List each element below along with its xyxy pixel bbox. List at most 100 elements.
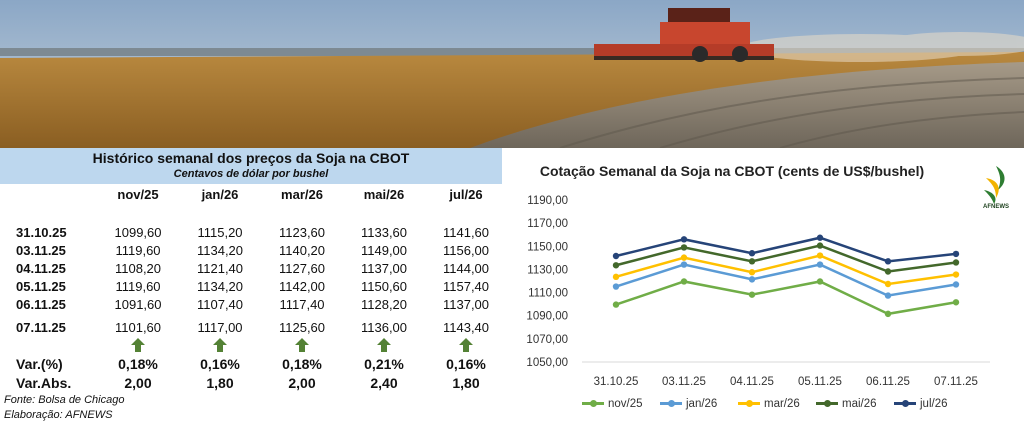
credit-note: Elaboração: AFNEWS [4,409,113,421]
series-line [615,280,957,316]
series-line [615,244,957,273]
col-header: nov/25 [117,187,159,202]
price-cell: 1142,00 [278,279,326,294]
price-cell: 1115,20 [197,225,243,240]
y-tick-label: 1090,00 [526,311,568,323]
data-point [884,280,892,288]
legend-label: jan/26 [686,398,718,410]
data-point [884,268,892,275]
x-tick-label: 07.11.25 [934,376,978,388]
data-point [884,310,892,318]
price-cell: 1128,20 [360,297,408,312]
chart-title: Cotação Semanal da Soja na CBOT (cents d… [539,163,925,179]
price-cell: 1121,40 [196,261,244,276]
legend-item: nov/25 [582,398,643,410]
var-pct-cell: 0,18% [118,356,158,372]
row-date: 05.11.25 [16,279,66,294]
series-line [615,254,957,286]
legend-label: nov/25 [608,398,643,410]
legend-item: mai/26 [816,398,877,410]
price-cell: 1133,60 [360,225,408,240]
price-cell: 1136,00 [360,320,408,335]
y-tick-label: 1110,00 [528,288,568,300]
price-cell: 1157,40 [442,279,490,294]
series-line [615,236,957,263]
y-tick-label: 1150,00 [527,241,568,253]
legend-swatch-icon [660,400,682,408]
price-table: Histórico semanal dos preços da Soja na … [0,148,502,441]
hero-photo [0,0,1024,148]
col-header: mar/26 [281,187,323,202]
series-line [615,263,957,297]
data-point [680,254,688,261]
var-abs-cell: 1,80 [452,375,480,391]
data-point [612,301,620,308]
price-cell: 1144,00 [442,261,490,276]
data-point [884,258,892,265]
price-cell: 1108,20 [114,261,162,276]
x-tick-label: 03.11.25 [662,376,706,388]
row-date: 07.11.25 [16,320,66,335]
table-title: Histórico semanal dos preços da Soja na … [92,150,410,166]
price-cell: 1134,20 [196,243,244,258]
data-point [816,252,824,259]
legend-label: jul/26 [920,398,948,410]
price-cell: 1134,20 [196,279,244,294]
data-point [952,250,960,258]
price-cell: 1140,20 [278,243,326,258]
data-point [612,252,620,260]
price-cell: 1119,60 [115,243,161,258]
data-point [748,276,756,283]
data-point [816,242,824,249]
var-pct-cell: 0,16% [446,356,486,372]
data-point [952,271,960,278]
price-cell: 1125,60 [278,320,326,335]
y-tick-label: 1070,00 [526,334,568,346]
x-tick-label: 06.11.25 [866,376,910,388]
data-point [612,262,620,269]
var-abs-cell: 2,40 [370,375,398,391]
var-abs-cell: 2,00 [288,375,316,391]
data-point [884,292,892,299]
price-cell: 1137,00 [360,261,408,276]
data-point [748,258,756,265]
price-cell: 1091,60 [114,297,162,312]
var-pct-cell: 0,16% [200,356,240,372]
data-point [952,299,960,306]
price-cell: 1123,60 [278,225,326,240]
price-cell: 1117,40 [279,297,325,312]
price-cell: 1156,00 [442,243,490,258]
up-arrow-icon [131,338,145,352]
var-abs-label: Var.Abs. [16,375,72,391]
table-subtitle: Centavos de dólar por bushel [173,168,329,180]
price-cell: 1101,60 [114,320,162,335]
y-tick-label: 1190,00 [527,195,568,207]
up-arrow-icon [377,338,391,352]
legend-swatch-icon [894,400,916,408]
col-header: jul/26 [449,187,483,202]
legend-item: jan/26 [660,398,717,410]
logo-text: AFNEWS [983,204,1009,210]
var-pct-cell: 0,18% [282,356,322,372]
legend-swatch-icon [816,400,838,408]
y-tick-label: 1130,00 [527,264,568,276]
line-chart-panel: Cotação Semanal da Soja na CBOT (cents d… [502,148,1024,441]
up-arrow-icon [213,338,227,352]
data-point [748,291,756,298]
var-abs-cell: 2,00 [124,375,152,391]
row-date: 04.11.25 [16,261,66,276]
col-header: jan/26 [201,187,239,202]
legend-label: mar/26 [764,398,800,410]
data-point [748,269,756,276]
price-cell: 1150,60 [360,279,408,294]
data-point [816,234,824,241]
legend-item: mar/26 [738,398,800,410]
legend-label: mai/26 [842,398,877,410]
price-cell: 1127,60 [278,261,326,276]
data-point [680,244,688,251]
row-date: 06.11.25 [16,297,66,312]
afnews-logo: AFNEWS [976,164,1016,214]
legend-swatch-icon [582,400,604,408]
data-point [612,273,620,281]
data-point [952,281,960,288]
